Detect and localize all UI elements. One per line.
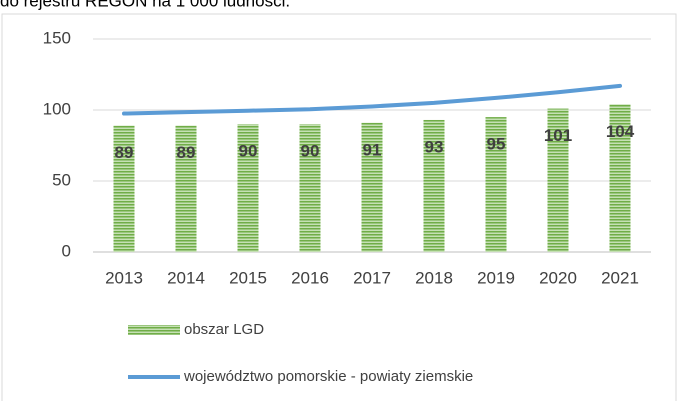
y-tick-label: 150 [43, 28, 71, 47]
data-label: 91 [363, 140, 382, 159]
data-label: 93 [425, 137, 444, 156]
x-tick-label: 2018 [415, 268, 453, 287]
x-tick-label: 2019 [477, 268, 515, 287]
chart-frame [1, 13, 677, 401]
data-label: 90 [301, 142, 320, 161]
legend-label: obszar LGD [184, 321, 264, 338]
legend-swatch [128, 325, 180, 335]
y-tick-label: 50 [52, 170, 71, 189]
x-tick-label: 2014 [167, 268, 205, 287]
x-tick-label: 2013 [105, 268, 143, 287]
data-label: 90 [239, 142, 258, 161]
x-tick-label: 2015 [229, 268, 267, 287]
data-label: 89 [115, 143, 134, 162]
y-tick-label: 100 [43, 99, 71, 118]
bar [237, 124, 259, 252]
legend-label: województwo pomorskie - powiaty ziemskie [183, 368, 473, 385]
data-label: 89 [177, 143, 196, 162]
x-tick-label: 2016 [291, 268, 329, 287]
data-label: 95 [487, 135, 506, 154]
bar [423, 119, 445, 252]
chart-title: do rejestru REGON na 1 000 ludności. [0, 0, 290, 10]
x-tick-label: 2020 [539, 268, 577, 287]
bar [361, 122, 383, 252]
x-tick-label: 2021 [601, 268, 639, 287]
bar [485, 117, 507, 252]
bar [175, 125, 197, 252]
line [122, 83, 622, 116]
bar [299, 124, 321, 252]
y-tick-label: 0 [62, 241, 71, 260]
bar [547, 108, 569, 252]
data-label: 101 [544, 126, 572, 145]
bar [609, 104, 631, 252]
data-label: 104 [606, 122, 635, 141]
bar [113, 125, 135, 252]
x-tick-label: 2017 [353, 268, 391, 287]
